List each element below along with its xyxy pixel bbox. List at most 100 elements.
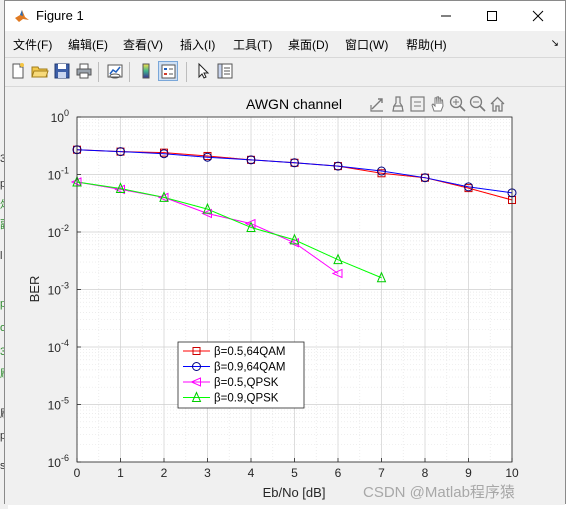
- data-point-series-3: [70, 177, 82, 187]
- y-tick-exponent: -2: [61, 223, 69, 233]
- legend[interactable]: β=0.5,64QAM β=0.9,64QAM β=0.5,QPSK β=0.9,QP…: [177, 341, 305, 409]
- data-point-series-4: [115, 182, 126, 194]
- data-point-series-2: [420, 173, 430, 183]
- y-tick-base: 10: [48, 399, 62, 413]
- background-char: p: [0, 178, 8, 190]
- x-tick-label: 0: [74, 466, 81, 480]
- data-point-series-2: [290, 158, 299, 168]
- y-tick-label: 10-4: [48, 338, 69, 355]
- y-tick-base: 10: [48, 226, 62, 240]
- y-tick-base: 10: [48, 169, 62, 183]
- y-tick-exponent: -3: [61, 281, 69, 291]
- y-tick-label: 100: [51, 108, 69, 125]
- legend-icon[interactable]: [158, 61, 178, 81]
- minimize-button[interactable]: [423, 1, 469, 31]
- data-point-series-2: [203, 152, 212, 162]
- window-title: Figure 1: [36, 8, 84, 23]
- y-tick-exponent: -1: [61, 166, 69, 176]
- menu-tools[interactable]: 工具(T): [233, 38, 273, 52]
- data-point-series-2: [333, 161, 343, 171]
- save-icon[interactable]: [52, 61, 72, 81]
- open-file-icon[interactable]: [30, 61, 50, 81]
- data-point-series-2: [159, 149, 169, 159]
- y-axis-label: BER: [27, 276, 42, 303]
- background-char: 3: [0, 346, 8, 358]
- x-tick-label: 5: [291, 466, 298, 480]
- minimize-icon: [441, 15, 451, 17]
- y-tick-base: 10: [48, 284, 62, 298]
- data-point-series-4: [159, 191, 169, 202]
- legend-marker-3: [190, 377, 201, 387]
- figure-toolbar: [5, 57, 565, 87]
- data-point-series-2: [377, 166, 386, 176]
- axes-toolbar: [368, 94, 507, 116]
- data-point-series-4: [376, 271, 387, 283]
- pan-icon[interactable]: [428, 94, 447, 116]
- menu-help[interactable]: 帮助(H): [406, 38, 447, 52]
- watermark-text: CSDN @Matlab程序猿: [363, 484, 515, 501]
- title-bar[interactable]: Figure 1: [5, 1, 565, 31]
- toolbar-separator: [98, 62, 99, 82]
- print-icon[interactable]: [74, 61, 94, 81]
- series-markers: [70, 145, 517, 283]
- background-char: p: [0, 430, 8, 442]
- data-point-series-4: [246, 221, 256, 232]
- menu-view[interactable]: 查看(V): [123, 38, 163, 52]
- property-inspector-icon[interactable]: [215, 61, 235, 81]
- x-tick-label: 10: [505, 466, 519, 480]
- datatip-icon[interactable]: [408, 94, 427, 116]
- x-tick-label: 1: [117, 466, 124, 480]
- x-tick-label: 4: [248, 466, 255, 480]
- link-plot-icon[interactable]: [105, 61, 125, 81]
- data-point-series-3: [331, 268, 343, 279]
- matlab-logo-icon: [14, 8, 30, 24]
- legend-label-3: β=0.5,QPSK: [214, 377, 279, 389]
- export-icon[interactable]: [368, 94, 387, 116]
- ber-plot[interactable]: 0 1 2 3 4 5 6 7 8 9 10 10010-110-210-310-410-510-6…: [0, 86, 566, 504]
- toolbar-separator: [129, 62, 130, 82]
- legend-label-1: β=0.5,64QAM: [214, 346, 286, 358]
- x-tick-label: 7: [378, 466, 385, 480]
- series-line-2: [76, 149, 513, 194]
- y-tick-label: 10-3: [48, 281, 69, 298]
- colorbar-icon[interactable]: [136, 61, 156, 81]
- maximize-icon: [487, 11, 497, 21]
- x-tick-label: 2: [161, 466, 168, 480]
- x-tick-label: 6: [335, 466, 342, 480]
- menu-file[interactable]: 文件(F): [13, 38, 53, 52]
- background-char: s: [0, 460, 6, 472]
- menu-window[interactable]: 窗口(W): [345, 38, 389, 52]
- brush-icon[interactable]: [388, 94, 407, 116]
- y-tick-label: 10-2: [48, 223, 69, 240]
- x-tick-label: 3: [204, 466, 211, 480]
- legend-marker-4: [191, 391, 202, 402]
- close-button[interactable]: [515, 1, 561, 31]
- background-char: p: [0, 298, 8, 310]
- menu-insert[interactable]: 插入(I): [180, 38, 216, 52]
- menu-edit[interactable]: 编辑(E): [68, 38, 108, 52]
- x-tick-label: 8: [422, 466, 429, 480]
- data-point-series-2: [246, 155, 256, 165]
- data-point-series-2: [116, 147, 125, 157]
- zoom-in-icon[interactable]: [448, 94, 467, 116]
- menu-desktop[interactable]: 桌面(D): [288, 38, 329, 52]
- y-tick-exponent: -6: [61, 453, 69, 463]
- new-figure-icon[interactable]: [8, 61, 28, 81]
- pointer-icon[interactable]: [193, 61, 213, 81]
- menu-overflow-arrow[interactable]: ↘: [550, 38, 559, 49]
- legend-marker-2: [192, 362, 201, 371]
- data-point-series-2: [464, 182, 473, 192]
- legend-label-2: β=0.9,64QAM: [214, 362, 286, 374]
- y-tick-exponent: -5: [61, 396, 69, 406]
- data-point-series-4: [289, 233, 300, 245]
- data-point-series-3: [244, 218, 256, 229]
- y-tick-label: 10-6: [48, 453, 69, 470]
- zoom-out-icon[interactable]: [468, 94, 487, 116]
- legend-label-4: β=0.9,QPSK: [214, 393, 279, 405]
- maximize-button[interactable]: [469, 1, 515, 31]
- data-point-series-4: [333, 253, 343, 265]
- home-icon[interactable]: [488, 94, 507, 116]
- data-point-series-4: [202, 202, 213, 214]
- legend-marker-1: [192, 347, 201, 355]
